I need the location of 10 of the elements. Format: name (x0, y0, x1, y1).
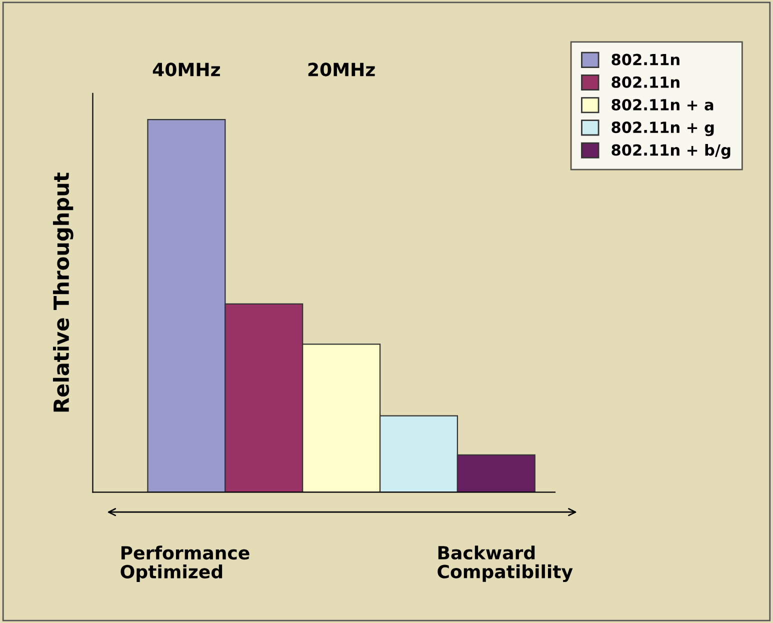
text: Performance Optimized (120, 546, 250, 582)
legend-label: 802.11n + b/g (612, 144, 730, 159)
legend-label: 802.11n + a (612, 98, 714, 111)
legend-label: 802.11n (612, 76, 680, 88)
legend-label: 802.11n + g (612, 122, 714, 136)
text: 20MHz (308, 62, 375, 76)
text: 40MHz (152, 62, 220, 76)
legend-label: 802.11n (612, 54, 680, 66)
y-axis-title: Relative Throughput (52, 172, 74, 412)
text: Backward Compatibility (438, 546, 573, 582)
